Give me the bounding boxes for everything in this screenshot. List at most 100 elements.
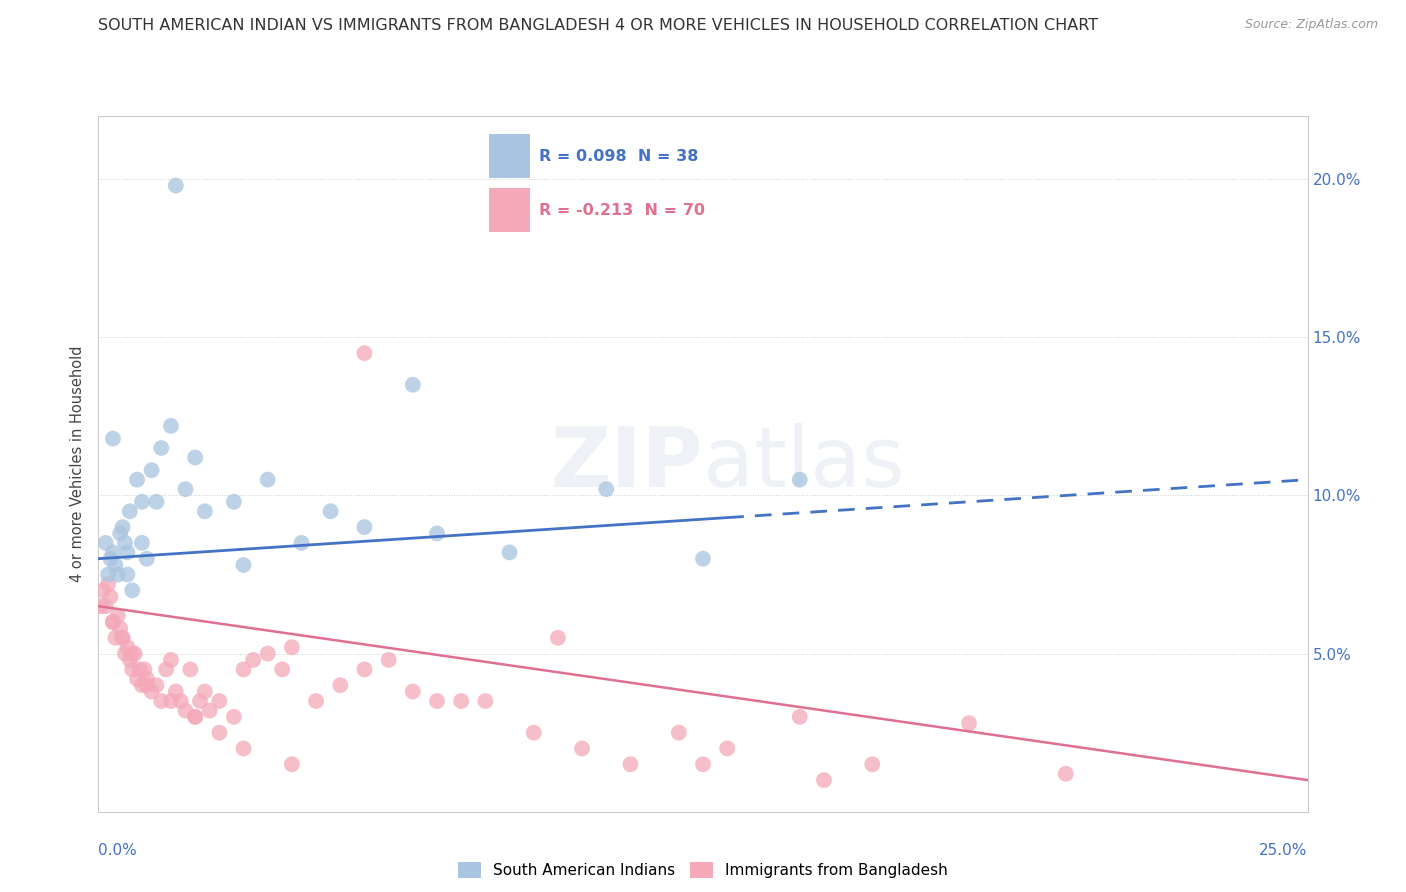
Point — [184, 710, 207, 724]
Point — [108, 621, 131, 635]
Y-axis label: 4 or more Vehicles in Household: 4 or more Vehicles in Household — [70, 345, 86, 582]
Point — [118, 653, 141, 667]
Point — [1054, 766, 1077, 780]
Text: SOUTH AMERICAN INDIAN VS IMMIGRANTS FROM BANGLADESH 4 OR MORE VEHICLES IN HOUSEH: SOUTH AMERICAN INDIAN VS IMMIGRANTS FROM… — [98, 18, 1098, 33]
Point — [131, 678, 153, 692]
Legend: South American Indians, Immigrants from Bangladesh: South American Indians, Immigrants from … — [451, 856, 955, 884]
Point — [692, 757, 714, 772]
Point — [232, 558, 254, 572]
Text: atlas: atlas — [703, 424, 904, 504]
Point — [716, 741, 738, 756]
Point — [121, 647, 143, 661]
Point — [319, 504, 342, 518]
Point — [198, 704, 221, 718]
Point — [128, 662, 150, 676]
Point — [124, 647, 146, 661]
Point — [174, 482, 197, 496]
Point — [353, 346, 375, 360]
Point — [107, 608, 129, 623]
Point — [101, 615, 124, 629]
Text: 0.0%: 0.0% — [98, 843, 138, 858]
Point — [145, 495, 167, 509]
Point — [94, 599, 117, 614]
Point — [692, 551, 714, 566]
Point — [131, 536, 153, 550]
Text: Source: ZipAtlas.com: Source: ZipAtlas.com — [1244, 18, 1378, 31]
Point — [222, 710, 245, 724]
Point — [160, 694, 183, 708]
Point — [271, 662, 294, 676]
Text: 25.0%: 25.0% — [1260, 843, 1308, 858]
Point — [135, 551, 157, 566]
Point — [169, 694, 191, 708]
Point — [150, 441, 173, 455]
Point — [90, 599, 112, 614]
Point — [184, 710, 207, 724]
Point — [127, 473, 149, 487]
Point — [179, 662, 201, 676]
Point — [97, 577, 120, 591]
Point — [668, 725, 690, 739]
Point — [107, 567, 129, 582]
Text: ZIP: ZIP — [551, 424, 703, 504]
Point — [114, 647, 136, 661]
Point — [290, 536, 312, 550]
Point — [281, 640, 304, 655]
Point — [121, 662, 143, 676]
Point — [131, 495, 153, 509]
Point — [117, 640, 139, 655]
Point — [104, 558, 127, 572]
Point — [194, 504, 217, 518]
Point — [188, 694, 211, 708]
Point — [402, 377, 425, 392]
Point — [101, 545, 124, 559]
Point — [329, 678, 352, 692]
Point — [117, 545, 139, 559]
Point — [474, 694, 496, 708]
Point — [101, 432, 124, 446]
Point — [232, 662, 254, 676]
Point — [150, 694, 173, 708]
Point — [135, 672, 157, 686]
Point — [256, 473, 278, 487]
Point — [118, 504, 141, 518]
Point — [305, 694, 328, 708]
Point — [523, 725, 546, 739]
Point — [100, 551, 122, 566]
Point — [402, 684, 425, 698]
Point — [377, 653, 399, 667]
Point — [353, 520, 375, 534]
Point — [450, 694, 472, 708]
Point — [160, 653, 183, 667]
Point — [353, 662, 375, 676]
Point — [127, 672, 149, 686]
Point — [100, 590, 122, 604]
Point — [165, 178, 187, 193]
Point — [789, 710, 811, 724]
Point — [160, 418, 183, 433]
Point — [141, 463, 163, 477]
Point — [135, 678, 157, 692]
Point — [97, 567, 120, 582]
Point — [114, 536, 136, 550]
Point — [104, 631, 127, 645]
Point — [141, 684, 163, 698]
Point — [111, 520, 134, 534]
Point — [957, 716, 980, 731]
Point — [155, 662, 177, 676]
Point — [547, 631, 569, 645]
Point — [108, 526, 131, 541]
Point — [222, 495, 245, 509]
Point — [174, 704, 197, 718]
Point — [165, 684, 187, 698]
Point — [281, 757, 304, 772]
Point — [208, 725, 231, 739]
Point — [134, 662, 156, 676]
Point — [498, 545, 520, 559]
Point — [111, 631, 134, 645]
Point — [571, 741, 593, 756]
Point — [426, 694, 449, 708]
Point — [619, 757, 641, 772]
Point — [94, 536, 117, 550]
Point — [111, 631, 134, 645]
